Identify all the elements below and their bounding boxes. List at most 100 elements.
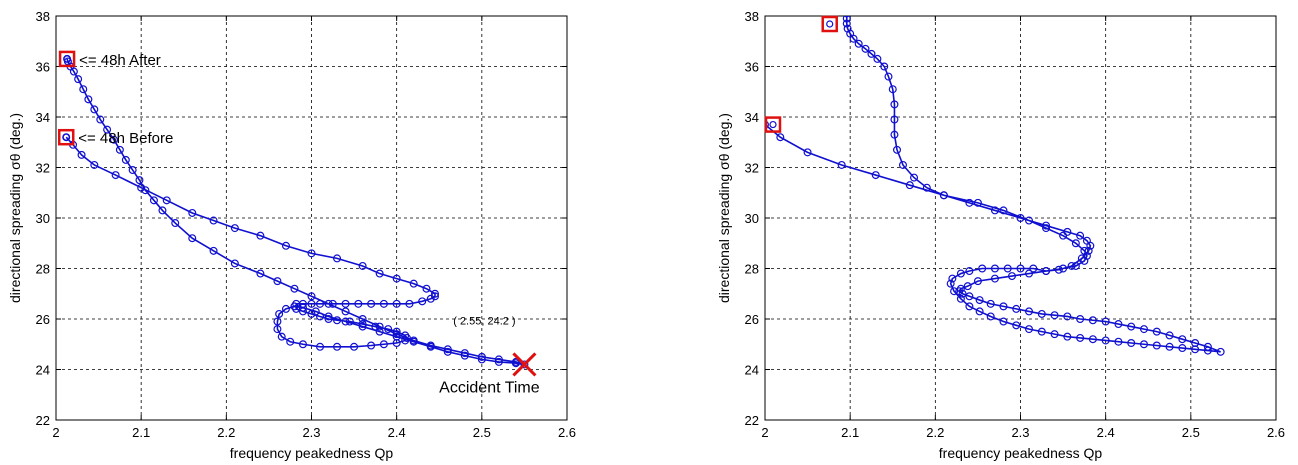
data-point — [273, 325, 282, 334]
data-point — [1037, 327, 1046, 336]
data-point — [803, 148, 812, 157]
data-point — [375, 269, 384, 278]
start-label: <= 48h Before — [78, 130, 173, 147]
data-point — [990, 264, 999, 273]
data-point — [1050, 311, 1059, 320]
data-point — [765, 120, 769, 129]
data-point — [973, 198, 982, 207]
data-point — [281, 241, 290, 250]
data-point — [430, 289, 439, 298]
y-tick-label: 34 — [36, 110, 50, 125]
data-point — [358, 320, 367, 329]
x-tick-label: 2.2 — [926, 425, 944, 440]
chart-2: 2 2.1 2.2 2.3 2.4 2.5 2.6 22 24 26 28 30 32 34 36 38 fre… — [716, 0, 1285, 461]
data-point — [392, 332, 401, 341]
data-point — [1165, 331, 1174, 340]
y-tick-label: 38 — [36, 9, 50, 24]
data-point — [96, 115, 105, 124]
data-point — [375, 327, 384, 336]
data-point — [379, 299, 388, 308]
y-tick-label: 28 — [745, 262, 759, 277]
data-point — [890, 130, 899, 139]
data-point — [286, 337, 295, 346]
data-point — [358, 322, 367, 331]
x-tick-label: 2 — [52, 425, 59, 440]
data-point — [307, 292, 316, 301]
data-point — [316, 342, 325, 351]
data-point — [1059, 264, 1068, 273]
data-point — [1016, 214, 1025, 223]
data-point — [158, 206, 167, 215]
y-tick-label: 24 — [745, 363, 759, 378]
data-point — [871, 171, 880, 180]
data-point — [890, 115, 899, 124]
data-point — [494, 357, 503, 366]
x-axis-label: frequency peakedness Qp — [230, 445, 394, 461]
series-group — [62, 54, 529, 369]
x-tick-label: 2 — [761, 425, 768, 440]
data-point — [298, 340, 307, 349]
data-point — [1076, 231, 1085, 240]
data-point — [1067, 261, 1076, 270]
y-axis-label: directional spreading σθ (deg.) — [716, 113, 732, 303]
start-marker-box — [57, 128, 75, 146]
data-point — [1178, 335, 1187, 344]
data-point — [111, 171, 120, 180]
data-point — [1071, 261, 1080, 270]
data-point — [990, 274, 999, 283]
data-point — [128, 166, 137, 175]
data-point — [965, 302, 974, 311]
y-tick-label: 26 — [745, 312, 759, 327]
series-group — [765, 0, 1225, 356]
data-point — [965, 292, 974, 301]
data-point — [1012, 321, 1021, 330]
data-point — [298, 303, 307, 312]
data-point — [854, 39, 863, 48]
data-point — [333, 342, 342, 351]
data-point — [1216, 347, 1225, 356]
data-point — [307, 299, 316, 308]
x-tick-label: 2.5 — [473, 425, 491, 440]
data-point — [426, 341, 435, 350]
accident-time-label: Accident Time — [439, 379, 540, 396]
data-point — [861, 44, 870, 53]
data-point — [307, 309, 316, 318]
data-point — [873, 54, 882, 63]
data-point — [841, 0, 848, 7]
data-point — [842, 16, 851, 23]
data-point — [1203, 346, 1212, 355]
data-point — [986, 299, 995, 308]
x-tick-label: 2.1 — [132, 425, 150, 440]
data-point — [910, 173, 919, 182]
data-point — [298, 307, 307, 316]
data-point — [392, 299, 401, 308]
data-point — [843, 16, 850, 18]
data-point — [324, 312, 333, 321]
data-point — [975, 307, 984, 316]
x-tick-label: 2.6 — [558, 425, 576, 440]
data-point — [341, 307, 350, 316]
data-point — [90, 160, 99, 169]
data-point — [1029, 264, 1038, 273]
x-tick-label: 2.4 — [1097, 425, 1115, 440]
data-point — [290, 284, 299, 293]
end-label: <= 48h After — [79, 52, 161, 69]
data-point — [965, 198, 974, 207]
y-tick-label: 22 — [36, 413, 50, 428]
data-point — [893, 145, 902, 154]
data-point — [1042, 224, 1051, 233]
y-tick-label: 30 — [745, 211, 759, 226]
data-point — [1076, 333, 1085, 342]
data-point — [367, 299, 376, 308]
data-point — [1114, 337, 1123, 346]
data-point — [1152, 341, 1161, 350]
data-point — [1063, 332, 1072, 341]
plot-frame — [55, 15, 568, 421]
data-point — [316, 299, 325, 308]
data-point — [275, 309, 284, 318]
data-point — [379, 340, 388, 349]
data-point — [975, 296, 984, 305]
x-tick-label: 2.4 — [388, 425, 406, 440]
data-point — [837, 160, 846, 169]
chart-1: 2 2.1 2.2 2.3 2.4 2.5 2.6 22 24 26 28 30 32 34 36 38 fre… — [7, 9, 576, 461]
